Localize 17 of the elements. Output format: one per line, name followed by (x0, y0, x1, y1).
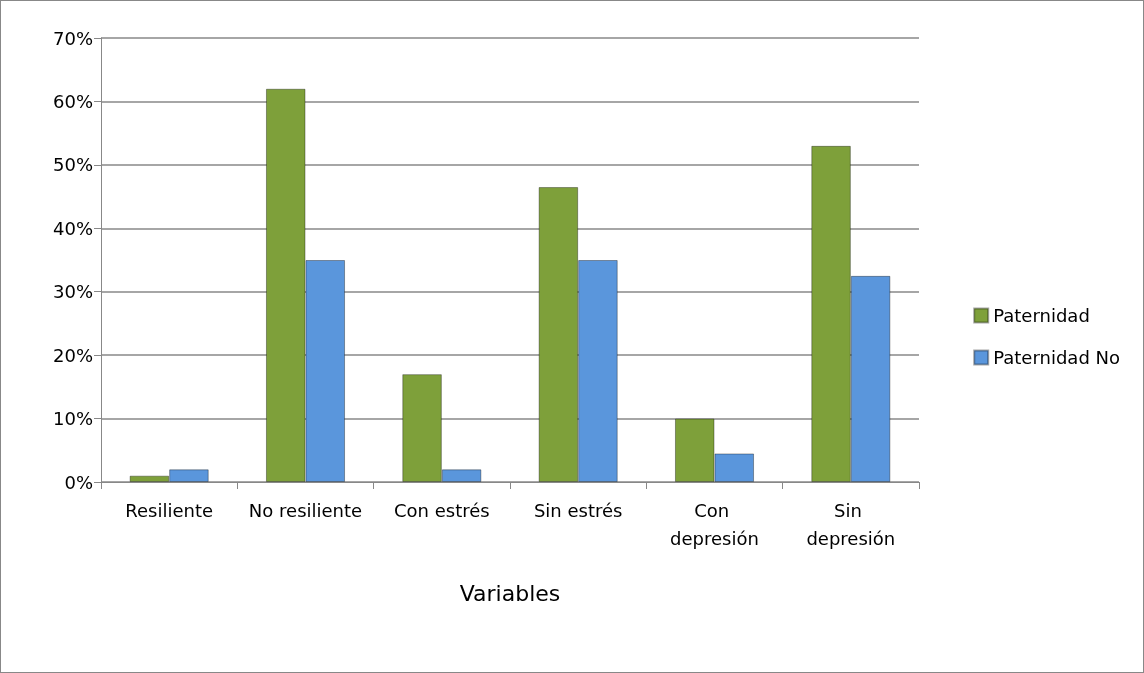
x-axis-title: Variables (459, 580, 561, 606)
y-tick-label: 30% (52, 281, 93, 303)
x-tick-label: Sin depresión (806, 499, 896, 549)
y-tick-label: 20% (52, 344, 93, 366)
x-tick-label: Con depresión (670, 499, 759, 549)
x-tick-label: Resiliente (125, 499, 214, 521)
x-tick-label: Sin estrés (533, 499, 623, 521)
y-tick-label: 70% (52, 27, 93, 49)
y-tick-label: 0% (64, 471, 93, 493)
x-tick-label: No resiliente (248, 499, 363, 521)
legend-label: Paternidad No (993, 347, 1121, 368)
y-tick-label: 10% (52, 408, 93, 430)
y-tick-label: 40% (52, 217, 93, 239)
y-tick-label: 60% (52, 90, 93, 112)
y-tick-label: 50% (52, 154, 93, 176)
x-tick-label: Con estrés (393, 499, 490, 521)
legend-label: Paternidad (993, 305, 1090, 326)
